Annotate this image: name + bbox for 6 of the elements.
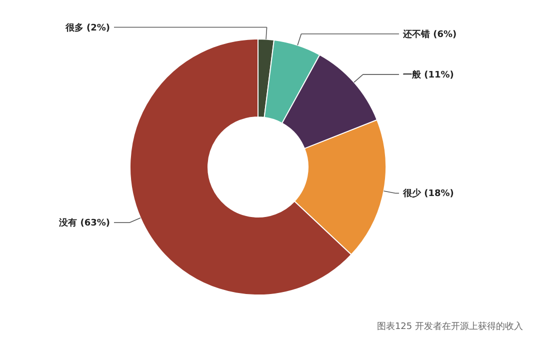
- slice-label: 很多 (2%): [64, 22, 110, 34]
- text: 图表125 开发者在开源上获得的收入: [376, 320, 523, 333]
- slice-label: 很少 (18%): [402, 188, 454, 200]
- slice-label: 没有 (63%): [58, 218, 110, 229]
- slice-label: 还不错 (6%): [402, 28, 457, 40]
- slice-label: 一般 (11%): [403, 69, 454, 80]
